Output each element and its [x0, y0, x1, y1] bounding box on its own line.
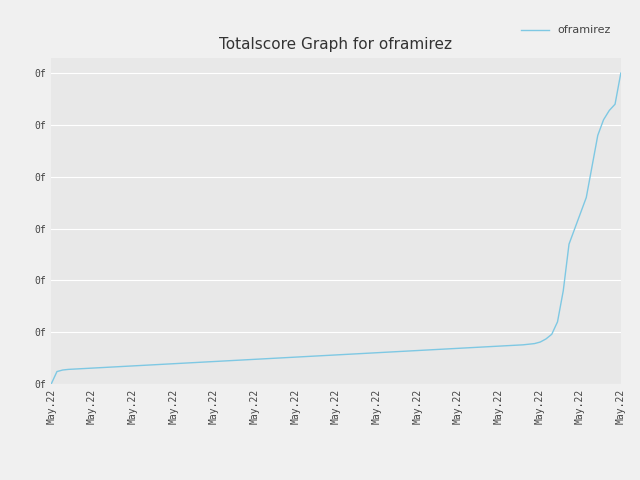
oframirez: [588, 164, 596, 169]
oframirez: [387, 349, 394, 355]
oframirez: [47, 381, 55, 387]
oframirez: [340, 351, 348, 357]
Line: oframirez: oframirez: [51, 73, 621, 384]
Legend: oframirez: oframirez: [516, 21, 615, 40]
oframirez: [157, 361, 164, 367]
oframirez: [617, 70, 625, 76]
oframirez: [571, 226, 579, 231]
oframirez: [180, 360, 188, 366]
Title: Totalscore Graph for oframirez: Totalscore Graph for oframirez: [220, 37, 452, 52]
